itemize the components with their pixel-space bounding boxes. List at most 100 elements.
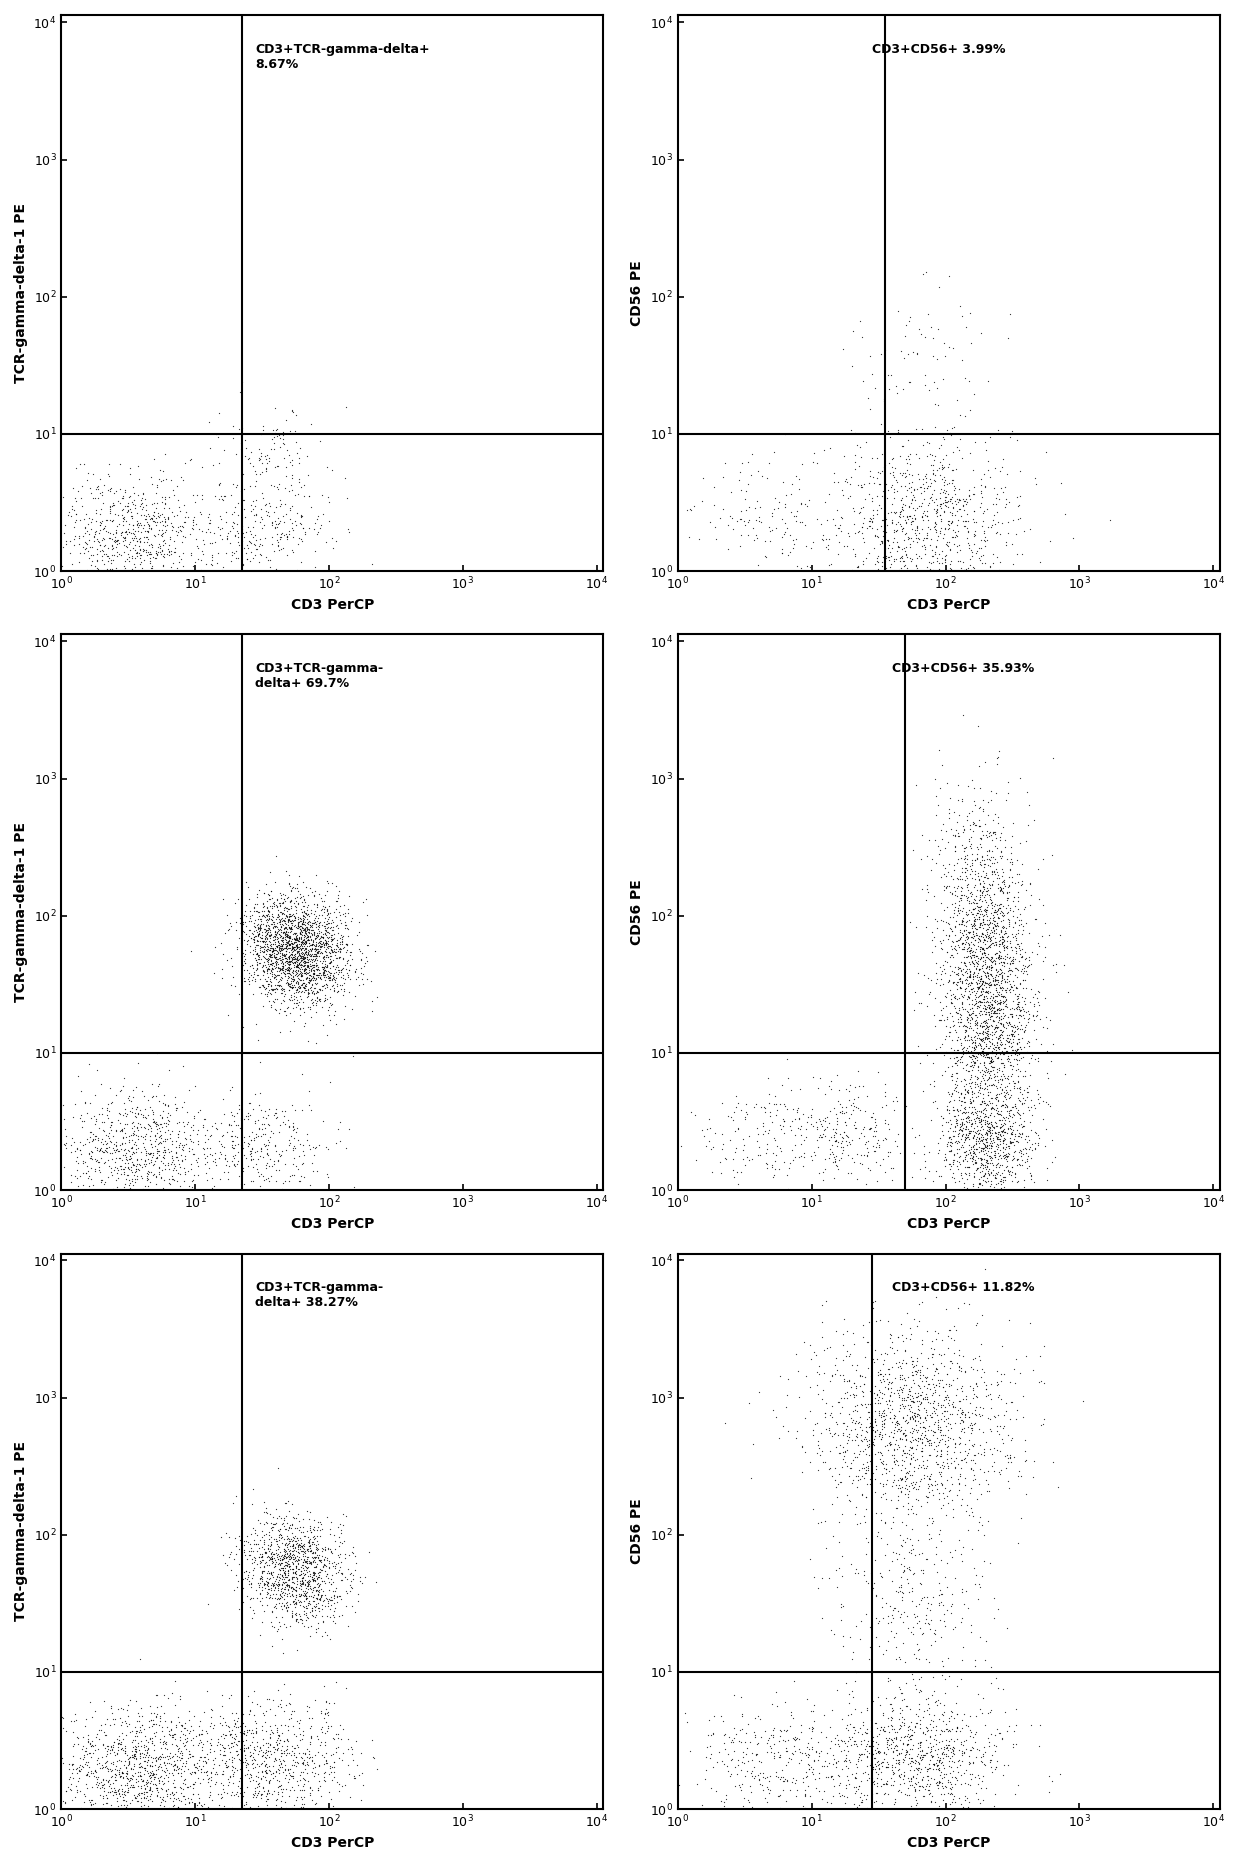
Point xyxy=(801,533,821,563)
Point xyxy=(332,954,352,984)
Point xyxy=(283,936,303,966)
Point xyxy=(343,1538,363,1568)
Point xyxy=(133,1709,153,1739)
Point xyxy=(955,865,975,895)
Point xyxy=(701,1720,720,1750)
Point xyxy=(244,541,264,570)
Point xyxy=(844,1789,864,1819)
Point xyxy=(316,962,336,992)
Point xyxy=(976,897,996,926)
Point xyxy=(87,546,107,576)
Point xyxy=(847,1493,867,1523)
Point xyxy=(257,1778,277,1808)
Point xyxy=(215,1143,234,1172)
Point xyxy=(910,1361,930,1391)
Point xyxy=(63,1732,83,1761)
Point xyxy=(748,457,768,487)
Point xyxy=(250,932,270,962)
Point xyxy=(900,1750,920,1780)
Point xyxy=(968,1169,988,1199)
Point xyxy=(108,1735,128,1765)
Point xyxy=(205,932,224,962)
Point xyxy=(253,513,273,542)
Point xyxy=(737,1739,756,1769)
Point xyxy=(893,1374,913,1404)
Point xyxy=(275,917,295,947)
Point xyxy=(1004,932,1024,962)
Point xyxy=(306,969,326,999)
Point xyxy=(920,472,940,501)
Point xyxy=(965,1439,985,1469)
Point xyxy=(997,1020,1017,1049)
Point xyxy=(270,505,290,535)
Point xyxy=(284,1122,304,1152)
Point xyxy=(293,1747,312,1776)
Point xyxy=(169,1737,188,1767)
Point xyxy=(112,1150,131,1180)
Point xyxy=(932,1750,952,1780)
Point xyxy=(832,1392,852,1422)
Point xyxy=(981,1070,1001,1100)
Point xyxy=(936,938,956,967)
Point xyxy=(133,1152,153,1182)
Point xyxy=(281,966,301,995)
Point xyxy=(954,1445,973,1474)
Point xyxy=(289,958,309,988)
Point xyxy=(279,962,299,992)
Point xyxy=(151,1120,171,1150)
Point xyxy=(885,1493,905,1523)
Point xyxy=(286,941,306,971)
Point xyxy=(965,1035,985,1064)
Point xyxy=(272,1174,291,1204)
Point xyxy=(162,1117,182,1146)
Point xyxy=(160,1720,180,1750)
Point xyxy=(993,1010,1013,1040)
Point xyxy=(873,1478,893,1508)
Point xyxy=(985,500,1004,529)
Point xyxy=(239,884,259,913)
Point xyxy=(993,958,1013,988)
Point xyxy=(987,980,1007,1010)
Point xyxy=(890,1711,910,1741)
Point xyxy=(971,921,991,951)
Point xyxy=(930,1605,950,1635)
Point xyxy=(117,1143,136,1172)
Point xyxy=(822,1137,842,1167)
Point xyxy=(274,520,294,550)
Point xyxy=(223,412,243,442)
Point xyxy=(825,1146,844,1176)
Point xyxy=(140,546,160,576)
Point xyxy=(68,477,88,507)
Point xyxy=(300,949,320,979)
Point xyxy=(293,513,312,542)
Point xyxy=(105,1763,125,1793)
Point xyxy=(320,949,340,979)
Point xyxy=(951,1663,971,1693)
Point xyxy=(339,913,358,943)
Point xyxy=(264,537,284,567)
Point xyxy=(249,444,269,473)
Point xyxy=(949,897,968,926)
Point xyxy=(305,939,325,969)
Point xyxy=(286,1542,306,1571)
Point xyxy=(956,1025,976,1055)
Point xyxy=(991,947,1011,977)
Point xyxy=(205,958,224,988)
Point xyxy=(249,973,269,1003)
Point xyxy=(991,1122,1011,1152)
Point xyxy=(269,1758,289,1788)
Point xyxy=(244,1553,264,1583)
Point xyxy=(257,1750,277,1780)
Point xyxy=(843,1383,863,1413)
Point xyxy=(926,967,946,997)
Point xyxy=(864,1568,884,1597)
Point xyxy=(960,1152,980,1182)
Point xyxy=(942,917,962,947)
Point xyxy=(950,1335,970,1364)
Point xyxy=(115,1720,135,1750)
Point xyxy=(305,1133,325,1163)
Point xyxy=(141,1765,161,1795)
Point xyxy=(975,925,994,954)
Point xyxy=(777,1159,797,1189)
Point xyxy=(278,958,298,988)
